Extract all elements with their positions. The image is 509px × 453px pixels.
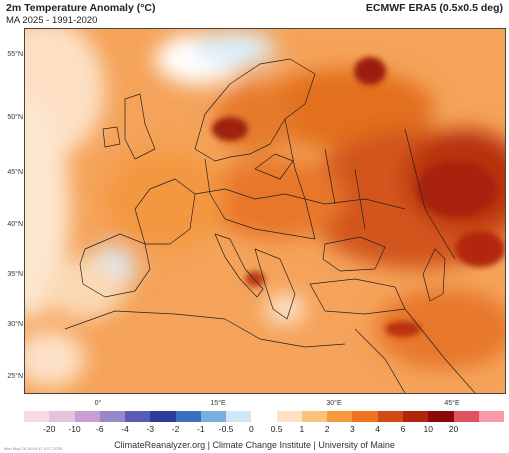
colorbar-segment <box>24 411 50 422</box>
colorbar-segment <box>478 411 505 422</box>
colorbar-tick-label: -2 <box>171 424 180 434</box>
lon-label-45e: 45°E <box>444 400 460 407</box>
colorbar-segment <box>125 411 151 422</box>
colorbar-segment <box>150 411 176 422</box>
colorbar-tick-label: -0.5 <box>218 424 234 434</box>
colorbar-tick-label: 0.5 <box>270 424 283 434</box>
colorbar <box>24 411 505 422</box>
data-source-label: ECMWF ERA5 (0.5x0.5 deg) <box>365 2 503 14</box>
colorbar-tick-label: 6 <box>400 424 406 434</box>
colorbar-segment <box>251 411 277 422</box>
colorbar-segment <box>99 411 126 422</box>
colorbar-tick-label: 3 <box>350 424 355 434</box>
colorbar-tick-label: 1 <box>299 424 305 434</box>
timestamp: Mon May 26 15:19:17 UTC 2025 <box>4 446 63 451</box>
colorbar-tick-label: -3 <box>146 424 155 434</box>
anomaly-map-graphic <box>25 29 505 393</box>
map-subtitle: MA 2025 - 1991-2020 <box>6 15 98 26</box>
colorbar-segment <box>453 411 479 422</box>
map-title: 2m Temperature Anomaly (°C) <box>6 2 156 14</box>
colorbar-segment <box>49 411 75 422</box>
colorbar-segment <box>175 411 201 422</box>
lon-label-0: 0° <box>94 400 102 407</box>
lat-label-50n: 50°N <box>7 114 23 121</box>
colorbar-segment <box>327 411 353 422</box>
colorbar-segment <box>377 411 403 422</box>
lat-label-35n: 35°N <box>7 271 23 278</box>
colorbar-tick-label: 20 <box>448 424 459 434</box>
colorbar-tick-label: 4 <box>375 424 381 434</box>
colorbar-segment <box>352 411 378 422</box>
colorbar-tick-label: 10 <box>423 424 433 434</box>
lon-label-15e: 15°E <box>210 400 226 407</box>
colorbar-tick-label: 2 <box>324 424 330 434</box>
colorbar-tick-label: -4 <box>121 424 129 434</box>
colorbar-segment <box>276 411 302 422</box>
colorbar-segment <box>428 411 454 422</box>
lat-label-55n: 55°N <box>7 51 23 58</box>
colorbar-tick-label: -20 <box>43 424 56 434</box>
lat-label-25n: 25°N <box>7 373 23 380</box>
colorbar-segment <box>301 411 328 422</box>
lat-label-45n: 45°N <box>7 169 23 176</box>
colorbar-tick-label: -10 <box>68 424 81 434</box>
anomaly-map <box>24 28 506 394</box>
colorbar-tick-label: -1 <box>197 424 205 434</box>
colorbar-tick-label: 0 <box>248 424 254 434</box>
lat-label-30n: 30°N <box>7 321 23 328</box>
colorbar-segment <box>226 411 252 422</box>
lon-label-30e: 30°E <box>326 400 342 407</box>
colorbar-segment <box>74 411 100 422</box>
colorbar-tick-label: -6 <box>96 424 104 434</box>
colorbar-segment <box>200 411 227 422</box>
footer-credit: ClimateReanalyzer.org | Climate Change I… <box>114 440 395 450</box>
lat-label-40n: 40°N <box>7 221 23 228</box>
colorbar-segment <box>402 411 429 422</box>
